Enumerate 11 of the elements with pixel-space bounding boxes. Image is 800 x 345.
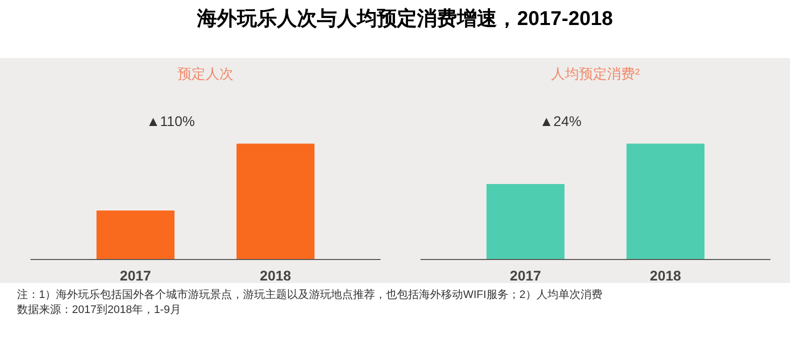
source-note: 数据来源：2017到2018年，1-9月 [17,304,181,316]
chart-title: 人均预定消费² [551,66,640,82]
text: ▲110% [146,113,195,130]
chart-title: 预定人次 [178,66,234,82]
x-tick-label: 2017 [120,268,152,284]
x-tick-label: 2017 [510,268,542,284]
x-tick-label: 2018 [650,268,682,284]
text: ▲24% [540,113,582,130]
text: 海外玩乐人次与人均预定消费增速，2017-2018 [196,6,614,32]
text: 注：1）海外玩乐包括国外各个城市游玩景点，游玩主题以及游玩地点推荐，也包括海外移动WIFI服务；2）人均单次消费 [17,289,602,301]
x-tick-label: 2018 [260,268,292,284]
